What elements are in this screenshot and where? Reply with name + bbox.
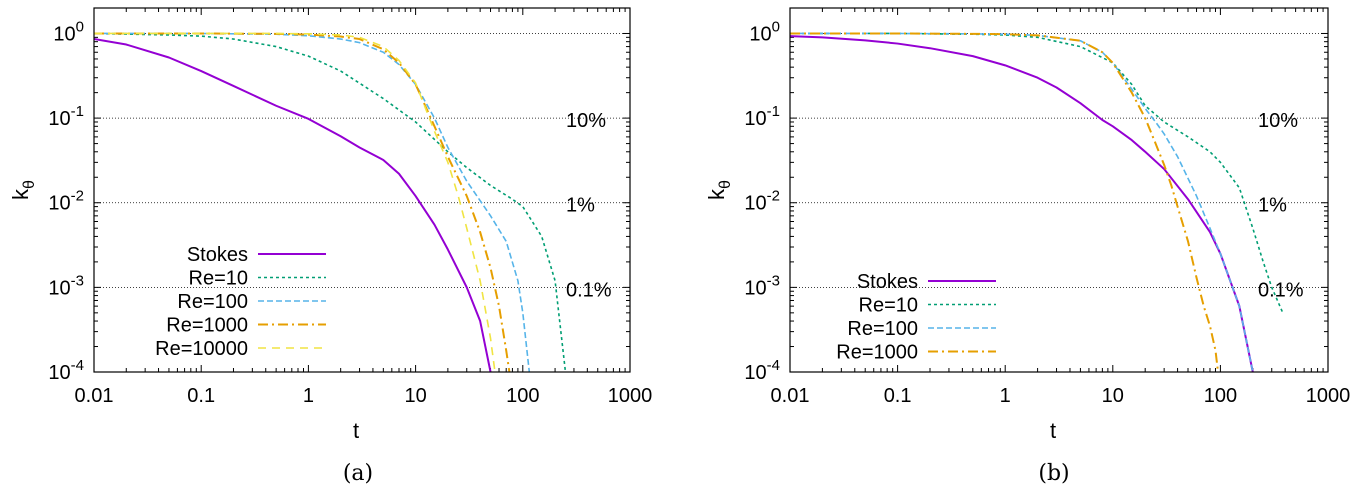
series-group <box>790 32 1284 372</box>
series-line-re-10000 <box>94 32 496 372</box>
legend-label: Re=1000 <box>836 342 918 364</box>
y-tick-exp: -2 <box>71 188 84 205</box>
y-tick-exp: -3 <box>767 272 780 289</box>
y-tick-exp: -3 <box>71 272 84 289</box>
y-tick-exp: -1 <box>71 103 84 120</box>
y-axis-label: kθ <box>8 180 38 200</box>
y-axis-label-sub: θ <box>21 180 38 189</box>
plot-frame <box>93 7 631 373</box>
y-tick-base: 10 <box>48 193 70 215</box>
y-tick-label: 100 <box>749 18 780 45</box>
x-tick-label: 1000 <box>608 385 653 407</box>
y-tick-label: 100 <box>53 18 84 45</box>
y-tick-base: 10 <box>744 193 766 215</box>
legend-label: Re=10 <box>859 295 919 317</box>
x-tick-label: 0.1 <box>884 385 912 407</box>
y-tick-label: 10-2 <box>744 188 780 215</box>
y-tick-label: 10-3 <box>744 272 780 299</box>
y-tick-base: 10 <box>53 23 75 45</box>
y-tick-exp: -2 <box>767 188 780 205</box>
x-tick-label: 10 <box>404 385 426 407</box>
y-tick-exp: -1 <box>767 103 780 120</box>
y-tick-base: 10 <box>749 23 771 45</box>
y-tick-label: 10-4 <box>48 357 84 384</box>
x-tick-label: 0.01 <box>75 385 114 407</box>
y-tick-base: 10 <box>744 108 766 130</box>
series-line-re-1000 <box>790 32 1219 372</box>
x-axis-label: t <box>1050 418 1056 443</box>
reference-label: 1% <box>566 195 595 217</box>
reference-label: 1% <box>1258 195 1287 217</box>
y-tick-exp: 0 <box>76 18 84 35</box>
y-tick-base: 10 <box>744 362 766 384</box>
chart-panel-2: 0.01 0.1 1 10 100 100010010-110-210-310-410%1… <box>704 7 1351 486</box>
reference-label: 10% <box>1258 110 1298 132</box>
reference-label: 0.1% <box>566 279 612 301</box>
legend-label: Re=10000 <box>155 338 248 360</box>
y-tick-exp: 0 <box>772 18 780 35</box>
y-tick-label: 10-3 <box>48 272 84 299</box>
series-line-re-100 <box>94 32 531 372</box>
panel-caption: (b) <box>1038 461 1069 486</box>
y-axis-label-main: k <box>8 188 33 200</box>
reference-label: 10% <box>566 110 606 132</box>
y-tick-exp: -4 <box>767 357 780 374</box>
y-axis-label: kθ <box>704 180 734 200</box>
y-tick-label: 10-2 <box>48 188 84 215</box>
x-tick-label: 10 <box>1102 385 1124 407</box>
legend-label: Re=10 <box>189 268 249 290</box>
reference-label: 0.1% <box>1258 279 1304 301</box>
y-axis-label-sub: θ <box>717 180 734 189</box>
x-tick-label: 100 <box>506 385 539 407</box>
x-tick-label: 1 <box>303 385 314 407</box>
legend-label: Re=1000 <box>166 315 248 337</box>
y-tick-base: 10 <box>48 362 70 384</box>
legend-label: Re=100 <box>847 318 918 340</box>
x-axis-label: t <box>353 418 359 443</box>
y-tick-label: 10-1 <box>744 103 780 130</box>
x-tick-label: 1 <box>1000 385 1011 407</box>
plot-frame <box>789 7 1329 373</box>
y-tick-base: 10 <box>744 277 766 299</box>
panel-caption: (a) <box>343 461 373 486</box>
series-group <box>94 32 567 372</box>
legend-label: Stokes <box>187 244 248 266</box>
legend-label: Stokes <box>857 271 918 293</box>
y-tick-label: 10-4 <box>744 357 780 384</box>
x-tick-label: 1000 <box>1306 385 1351 407</box>
x-tick-label: 100 <box>1204 385 1237 407</box>
y-tick-exp: -4 <box>71 357 84 374</box>
series-line-re-10 <box>94 32 567 372</box>
chart-panel-1: 0.01 0.1 1 10 100 100010010-110-210-310-410%1… <box>8 7 653 486</box>
legend-label: Re=100 <box>177 291 248 313</box>
series-line-stokes <box>94 38 492 372</box>
x-tick-label: 0.01 <box>771 385 810 407</box>
series-line-stokes <box>790 35 1254 372</box>
y-tick-label: 10-1 <box>48 103 84 130</box>
y-axis-label-main: k <box>704 188 729 200</box>
y-tick-base: 10 <box>48 108 70 130</box>
y-tick-base: 10 <box>48 277 70 299</box>
x-tick-label: 0.1 <box>187 385 215 407</box>
